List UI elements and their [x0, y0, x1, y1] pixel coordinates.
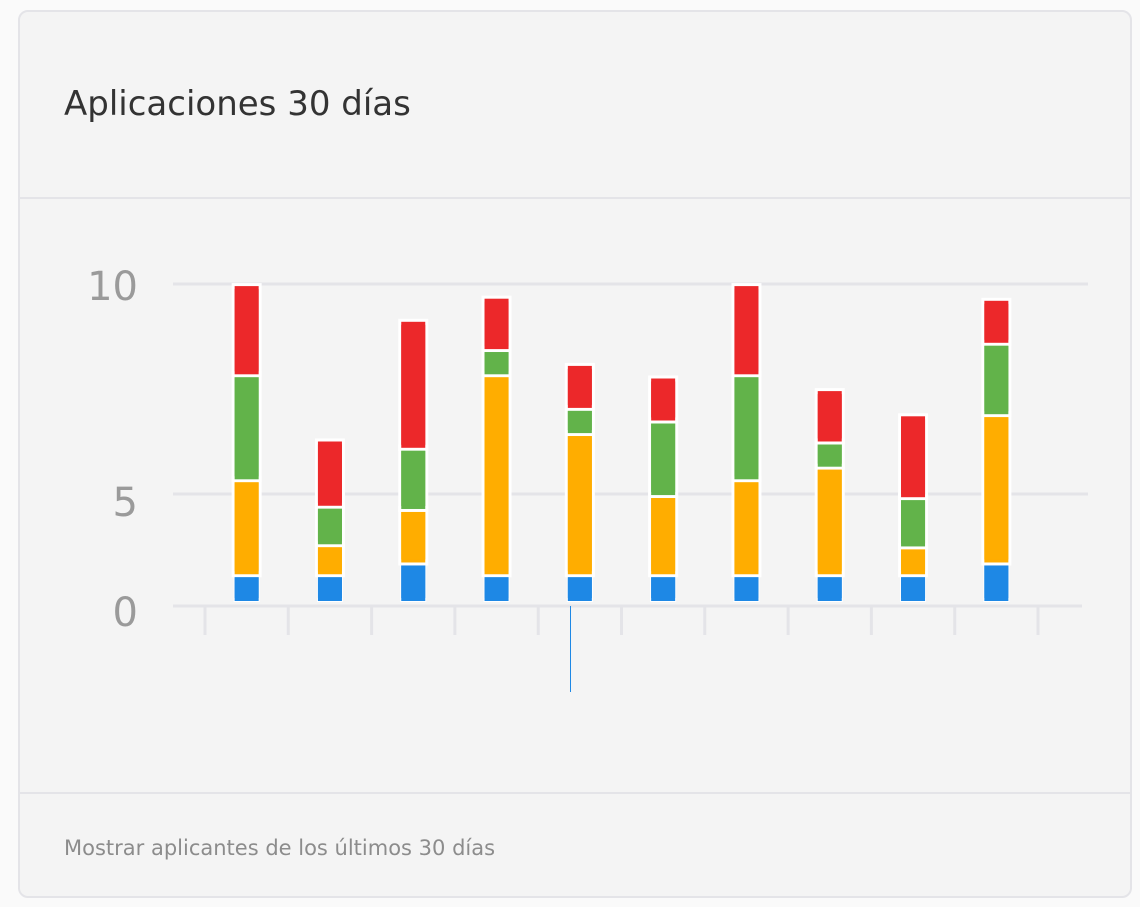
footer-description: Mostrar aplicantes de los últimos 30 día…	[64, 836, 496, 860]
bar-segment-green[interactable]	[901, 500, 926, 544]
bar-stack[interactable]	[314, 438, 345, 602]
bar-stack[interactable]	[398, 318, 429, 602]
bar-segment-red[interactable]	[317, 444, 342, 503]
bar-segment-green[interactable]	[567, 410, 592, 431]
y-tick-label: 10	[87, 264, 138, 310]
bar-segment-red[interactable]	[401, 324, 426, 445]
y-tick-label: 0	[113, 590, 138, 636]
bar-segment-green[interactable]	[484, 352, 509, 372]
bar-segment-green[interactable]	[651, 423, 676, 493]
y-tick-label: 5	[113, 480, 138, 526]
bar-segment-blue[interactable]	[401, 565, 426, 598]
bar-stack[interactable]	[231, 283, 262, 602]
bar-segment-blue[interactable]	[317, 577, 342, 598]
bar-segment-red[interactable]	[567, 368, 592, 405]
bar-stack[interactable]	[981, 297, 1012, 602]
bar-segment-orange[interactable]	[817, 469, 842, 572]
bar-stack[interactable]	[481, 295, 512, 602]
card-title: Aplicaciones 30 días	[64, 84, 411, 124]
bar-segment-blue[interactable]	[651, 577, 676, 598]
bar-segment-blue[interactable]	[817, 577, 842, 598]
bar-segment-orange[interactable]	[734, 482, 759, 572]
bar-segment-red[interactable]	[651, 381, 676, 418]
bar-segment-blue[interactable]	[984, 565, 1009, 598]
card-header: Aplicaciones 30 días	[20, 12, 1130, 199]
bar-stack[interactable]	[564, 362, 595, 602]
bar-segment-green[interactable]	[234, 377, 259, 477]
bars	[231, 283, 1012, 602]
bar-stack[interactable]	[814, 388, 845, 602]
y-axis: 0 5 10	[87, 264, 138, 636]
bar-segment-blue[interactable]	[484, 577, 509, 598]
bar-segment-orange[interactable]	[567, 436, 592, 572]
bar-segment-blue[interactable]	[901, 577, 926, 598]
bar-segment-orange[interactable]	[234, 482, 259, 572]
x-axis	[203, 607, 1040, 635]
bar-stack[interactable]	[648, 375, 679, 602]
bar-segment-red[interactable]	[817, 394, 842, 439]
bar-segment-orange[interactable]	[984, 417, 1009, 560]
bar-segment-blue[interactable]	[734, 577, 759, 598]
bar-segment-orange[interactable]	[401, 511, 426, 560]
bar-segment-red[interactable]	[234, 289, 259, 372]
bar-segment-green[interactable]	[317, 508, 342, 542]
bar-segment-red[interactable]	[901, 419, 926, 495]
bar-segment-orange[interactable]	[484, 377, 509, 572]
bar-segment-orange[interactable]	[317, 547, 342, 572]
bar-segment-red[interactable]	[734, 289, 759, 372]
bar-stack[interactable]	[731, 283, 762, 602]
bar-segment-green[interactable]	[817, 444, 842, 464]
bar-segment-green[interactable]	[984, 345, 1009, 412]
bar-stack[interactable]	[898, 413, 929, 602]
bar-segment-red[interactable]	[984, 303, 1009, 340]
bar-segment-green[interactable]	[401, 450, 426, 506]
card-footer: Mostrar aplicantes de los últimos 30 día…	[20, 792, 1130, 894]
grid-lines	[173, 282, 1088, 608]
bar-segment-orange[interactable]	[901, 549, 926, 572]
bar-segment-blue[interactable]	[567, 577, 592, 598]
bar-segment-orange[interactable]	[651, 498, 676, 572]
bar-segment-red[interactable]	[484, 301, 509, 347]
bar-segment-blue[interactable]	[234, 577, 259, 598]
bar-segment-green[interactable]	[734, 377, 759, 477]
